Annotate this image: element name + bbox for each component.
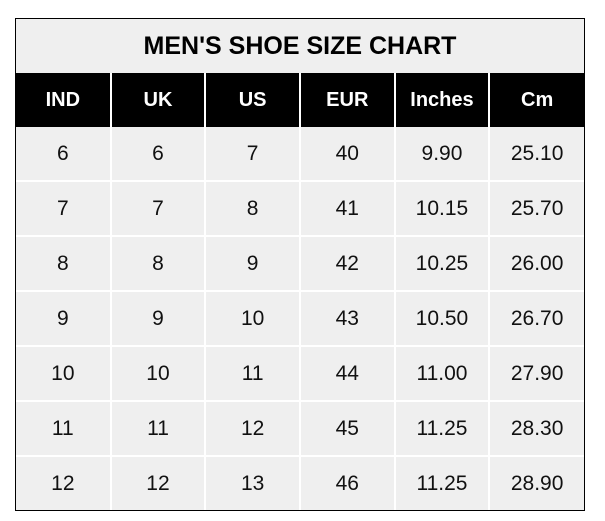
column-header: Cm xyxy=(488,73,584,127)
table-cell: 46 xyxy=(298,455,395,510)
table-cell: 42 xyxy=(298,235,395,291)
table-row: 12 12 13 46 11.25 28.90 xyxy=(16,455,584,510)
table-cell: 10 xyxy=(204,290,300,346)
table-row: 6 6 7 40 9.90 25.10 xyxy=(16,127,584,181)
table-cell: 44 xyxy=(298,345,395,401)
table-cell: 8 xyxy=(204,180,300,236)
table-cell: 9 xyxy=(204,235,300,291)
table-cell: 12 xyxy=(204,400,300,456)
table-cell: 10.25 xyxy=(393,235,490,291)
table-row: 9 9 10 43 10.50 26.70 xyxy=(16,290,584,346)
table-cell: 25.70 xyxy=(488,180,584,236)
table-cell: 8 xyxy=(16,235,111,291)
table-cell: 11.25 xyxy=(393,400,490,456)
table-cell: 10 xyxy=(16,345,111,401)
column-header: Inches xyxy=(393,73,490,127)
table-cell: 9 xyxy=(16,290,111,346)
table-row: 11 11 12 45 11.25 28.30 xyxy=(16,400,584,456)
table-cell: 11 xyxy=(109,400,206,456)
table-cell: 10 xyxy=(109,345,206,401)
header-row: IND UK US EUR Inches Cm xyxy=(16,73,584,127)
table-cell: 6 xyxy=(56,141,69,165)
table-cell: 12 xyxy=(16,455,111,510)
table-cell: 27.90 xyxy=(488,345,584,401)
table-cell: 7 xyxy=(109,180,206,236)
table-cell: 9.90 xyxy=(393,127,490,181)
table-cell: 7 xyxy=(16,180,111,236)
table-cell: 10.15 xyxy=(393,180,490,236)
size-table: IND UK US EUR Inches Cm 6 6 7 40 9.90 25.10 7 7 8 41 10… xyxy=(16,73,584,510)
table-cell: 11 xyxy=(16,400,111,456)
table-cell: 8 xyxy=(109,235,206,291)
table-cell: 10.50 xyxy=(393,290,490,346)
table-cell: 26.00 xyxy=(488,235,584,291)
table-cell: 12 xyxy=(109,455,206,510)
table-cell: 41 xyxy=(298,180,395,236)
table-cell: 26.70 xyxy=(488,290,584,346)
table-cell: 11.25 xyxy=(393,455,490,510)
table-cell: 11.00 xyxy=(393,345,490,401)
table-row: 7 7 8 41 10.15 25.70 xyxy=(16,180,584,236)
column-header: US xyxy=(204,73,300,127)
table-cell: 28.30 xyxy=(488,400,584,456)
chart-title: MEN'S SHOE SIZE CHART xyxy=(16,19,584,73)
size-chart: MEN'S SHOE SIZE CHART IND UK US EUR Inches Cm… xyxy=(15,18,585,511)
column-header: UK xyxy=(109,73,206,127)
column-header: IND xyxy=(16,73,111,127)
table-cell: 7 xyxy=(204,127,300,181)
column-header: EUR xyxy=(298,73,395,127)
table-cell: 43 xyxy=(298,290,395,346)
table-cell: 40 xyxy=(298,127,395,181)
table-cell: 9 xyxy=(109,290,206,346)
table-cell: 25.10 xyxy=(488,127,584,181)
table-cell: 45 xyxy=(298,400,395,456)
table-row: 10 10 11 44 11.00 27.90 xyxy=(16,345,584,401)
table-cell: 6 xyxy=(109,127,206,181)
table-cell: 11 xyxy=(204,345,300,401)
table-cell: 28.90 xyxy=(488,455,584,510)
table-row: 8 8 9 42 10.25 26.00 xyxy=(16,235,584,291)
table-cell: 13 xyxy=(204,455,300,510)
